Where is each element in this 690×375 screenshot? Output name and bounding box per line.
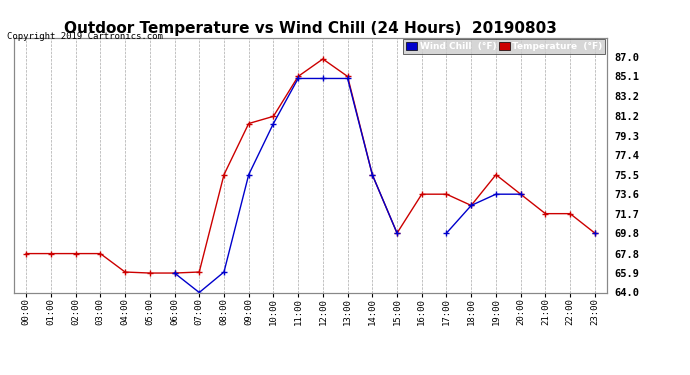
Title: Outdoor Temperature vs Wind Chill (24 Hours)  20190803: Outdoor Temperature vs Wind Chill (24 Ho… bbox=[64, 21, 557, 36]
Legend: Wind Chill  (°F), Temperature  (°F): Wind Chill (°F), Temperature (°F) bbox=[404, 39, 605, 54]
Text: Copyright 2019 Cartronics.com: Copyright 2019 Cartronics.com bbox=[7, 32, 163, 41]
